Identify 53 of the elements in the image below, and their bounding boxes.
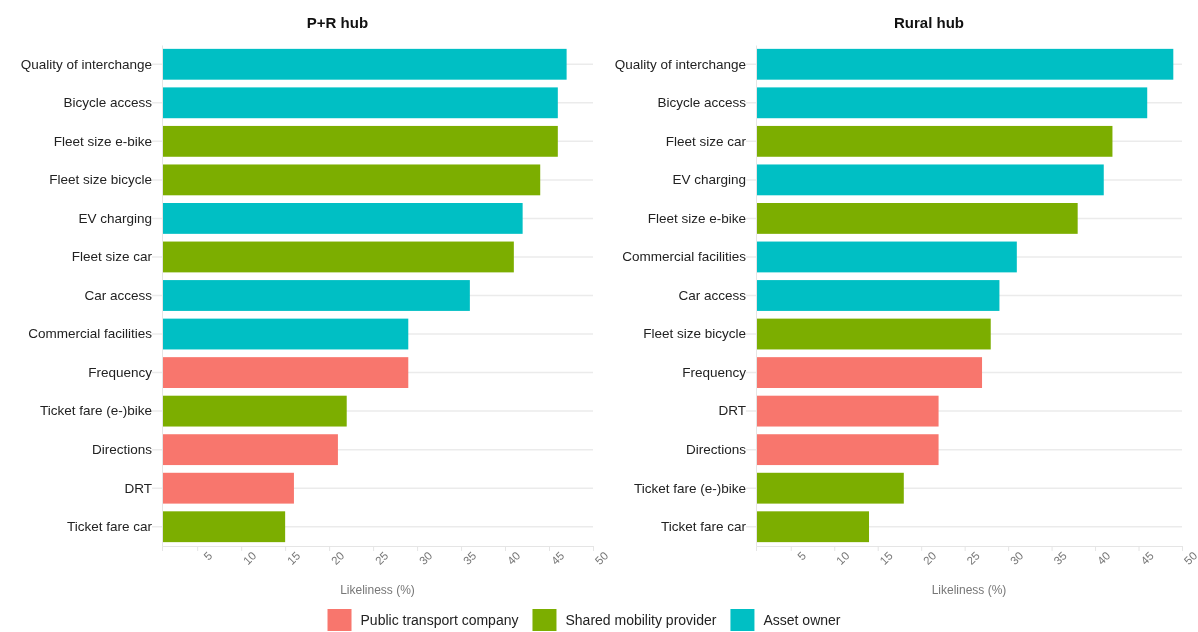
chart-title: Rural hub [894, 14, 964, 31]
y-tick-label: Fleet size bicycle [643, 326, 746, 342]
x-tick-label: 30 [1007, 549, 1026, 567]
x-tick-label: 40 [1094, 549, 1113, 567]
y-tick-label: Fleet size e-bike [647, 210, 746, 226]
y-tick-label: Directions [685, 441, 747, 457]
x-tick-label: 15 [284, 549, 303, 567]
y-tick-label: DRT [718, 403, 746, 419]
y-tick-label: Ticket fare (e-)bike [633, 480, 746, 496]
x-tick-label: 5 [201, 549, 215, 563]
x-tick-label: 50 [592, 549, 611, 567]
x-tick-label: 25 [964, 549, 982, 567]
chart-title: P+R hub [306, 14, 369, 31]
y-tick-label: Quality of interchange [614, 56, 746, 72]
x-tick-label: 20 [328, 549, 347, 567]
x-tick-label: 45 [548, 549, 567, 567]
x-tick-label: 10 [834, 549, 852, 567]
y-tick-label: Car access [678, 287, 747, 303]
y-tick-label: Frequency [88, 364, 153, 380]
y-tick-label: Quality of interchange [20, 56, 152, 72]
x-tick-label: 25 [372, 549, 391, 567]
y-tick-label: EV charging [78, 210, 152, 226]
x-tick-label: 5 [795, 549, 809, 563]
legend-label: Public transport company [360, 612, 519, 628]
x-tick-label: 35 [1051, 549, 1069, 567]
y-tick-label: DRT [124, 480, 152, 496]
x-tick-label: 30 [416, 549, 435, 567]
y-tick-label: Commercial facilities [622, 249, 747, 265]
y-tick-label: Car access [84, 287, 153, 303]
y-tick-label: Fleet size car [665, 133, 747, 149]
x-tick-label: 50 [1181, 549, 1198, 567]
y-tick-label: Fleet size car [71, 249, 153, 265]
y-tick-label: Bicycle access [63, 95, 153, 111]
x-axis-title: Likeliness (%) [931, 583, 1007, 597]
y-tick-label: Commercial facilities [28, 326, 153, 342]
legend-label: Asset owner [763, 612, 841, 628]
legend-label: Shared mobility provider [565, 612, 717, 628]
y-tick-label: Fleet size e-bike [53, 133, 152, 149]
x-axis-title: Likeliness (%) [340, 583, 415, 597]
y-tick-label: Ticket fare car [660, 519, 747, 535]
y-tick-label: Ticket fare (e-)bike [39, 403, 152, 419]
y-tick-label: Bicycle access [657, 95, 747, 111]
y-tick-label: Directions [91, 441, 153, 457]
x-tick-label: 40 [504, 549, 523, 567]
y-tick-label: Fleet size bicycle [49, 172, 152, 188]
y-tick-label: Ticket fare car [66, 519, 153, 535]
x-tick-label: 35 [460, 549, 479, 567]
x-tick-label: 20 [920, 549, 939, 567]
y-tick-label: EV charging [672, 172, 746, 188]
x-tick-label: 15 [877, 549, 896, 567]
x-tick-label: 45 [1138, 549, 1156, 567]
x-tick-label: 10 [240, 549, 259, 567]
y-tick-label: Frequency [682, 364, 747, 380]
